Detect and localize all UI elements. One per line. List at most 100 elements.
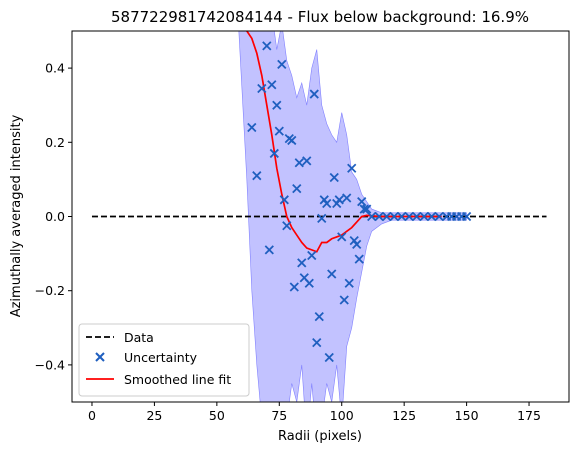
- marker-stroke: [289, 282, 299, 292]
- uncertainty-band-layer: [238, 31, 467, 402]
- marker-stroke: [382, 211, 392, 222]
- marker-stroke: [274, 126, 284, 136]
- uncertainty-marker: [357, 197, 367, 207]
- y-axis: −0.4 −0.2 0.0 0.2 0.4: [35, 61, 72, 372]
- marker-stroke: [352, 239, 362, 249]
- marker-stroke: [367, 211, 377, 222]
- uncertainty-marker: [461, 211, 472, 222]
- marker-stroke: [389, 211, 399, 222]
- marker-stroke: [252, 171, 262, 181]
- marker-stroke: [374, 211, 384, 222]
- uncertainty-marker: [267, 80, 277, 90]
- legend-uncertainty-label: Uncertainty: [124, 350, 198, 365]
- y-tick-label: −0.4: [35, 357, 65, 372]
- uncertainty-marker: [304, 278, 314, 288]
- uncertainty-marker: [347, 163, 357, 173]
- marker-stroke: [277, 59, 287, 70]
- legend-data-label: Data: [124, 330, 154, 345]
- marker-stroke: [297, 258, 307, 268]
- marker-stroke: [329, 172, 339, 183]
- legend-smoothed-label: Smoothed line fit: [124, 372, 231, 387]
- uncertainty-marker: [282, 221, 292, 231]
- marker-stroke: [397, 211, 407, 222]
- uncertainty-marker: [247, 122, 257, 133]
- uncertainty-marker: [314, 312, 324, 322]
- marker-stroke: [327, 269, 337, 279]
- marker-stroke: [247, 122, 257, 133]
- uncertainty-marker: [309, 89, 319, 99]
- uncertainty-marker: [292, 184, 302, 194]
- uncertainty-marker: [334, 195, 344, 205]
- uncertainty-marker: [322, 198, 332, 209]
- uncertainty-marker: [382, 211, 392, 222]
- marker-stroke: [461, 211, 472, 222]
- x-tick-label: 150: [455, 408, 479, 423]
- uncertainty-marker: [337, 232, 347, 242]
- marker-stroke: [434, 211, 444, 222]
- uncertainty-marker: [302, 156, 312, 166]
- marker-stroke: [359, 204, 369, 214]
- uncertainty-marker: [287, 135, 297, 146]
- y-tick-label: 0.0: [45, 209, 65, 224]
- x-tick-label: 25: [146, 408, 162, 423]
- uncertainty-marker: [327, 269, 337, 279]
- marker-stroke: [292, 184, 302, 194]
- legend-uncertainty-swatch: [95, 352, 105, 362]
- uncertainty-marker: [274, 126, 284, 136]
- series-smoothed-line: [245, 31, 442, 253]
- uncertainty-marker: [272, 100, 282, 110]
- marker-stroke: [317, 213, 327, 223]
- uncertainty-marker: [344, 278, 354, 288]
- marker-stroke: [262, 41, 272, 51]
- uncertainty-marker: [397, 211, 407, 222]
- marker-stroke: [272, 100, 282, 110]
- marker-stroke: [294, 158, 304, 168]
- marker-stroke: [302, 156, 312, 166]
- marker-stroke: [267, 80, 277, 90]
- marker-stroke: [419, 211, 429, 222]
- marker-stroke: [339, 295, 349, 305]
- x-tick-label: 50: [209, 408, 225, 423]
- x-tick-label: 100: [330, 408, 354, 423]
- uncertainty-marker: [389, 211, 399, 222]
- marker-stroke: [427, 211, 437, 222]
- uncertainty-marker: [297, 258, 307, 268]
- marker-stroke: [269, 148, 279, 159]
- marker-stroke: [279, 195, 289, 205]
- marker-stroke: [362, 204, 372, 214]
- uncertainty-marker: [279, 195, 289, 205]
- marker-stroke: [287, 135, 297, 146]
- marker-stroke: [282, 221, 292, 231]
- uncertainty-band: [238, 31, 467, 402]
- series-layer: [91, 31, 547, 363]
- uncertainty-marker: [362, 204, 372, 214]
- uncertainty-marker: [269, 148, 279, 159]
- marker-stroke: [314, 312, 324, 322]
- y-tick-label: −0.2: [35, 283, 65, 298]
- uncertainty-marker: [419, 211, 429, 222]
- uncertainty-marker: [252, 171, 262, 181]
- uncertainty-marker: [324, 352, 334, 363]
- uncertainty-marker: [367, 211, 377, 222]
- marker-stroke: [342, 193, 352, 203]
- marker-stroke: [307, 250, 317, 261]
- marker-stroke: [337, 232, 347, 242]
- marker-stroke: [412, 211, 422, 222]
- marker-stroke: [334, 195, 344, 205]
- legend: Data Uncertainty Smoothed line fit: [78, 323, 250, 397]
- uncertainty-marker: [352, 239, 362, 249]
- uncertainty-marker: [317, 213, 327, 223]
- marker-stroke: [347, 163, 357, 173]
- uncertainty-marker: [354, 254, 364, 264]
- chart-title: 587722981742084144 - Flux below backgrou…: [111, 8, 529, 26]
- uncertainty-marker: [434, 211, 444, 222]
- x-tick-label: 0: [88, 408, 96, 423]
- uncertainty-marker: [374, 211, 384, 222]
- marker-stroke: [322, 198, 332, 209]
- marker-stroke: [264, 245, 274, 255]
- marker-stroke: [357, 197, 367, 207]
- marker-stroke: [257, 83, 267, 94]
- x-tick-label: 175: [517, 408, 541, 423]
- marker-stroke: [299, 273, 309, 283]
